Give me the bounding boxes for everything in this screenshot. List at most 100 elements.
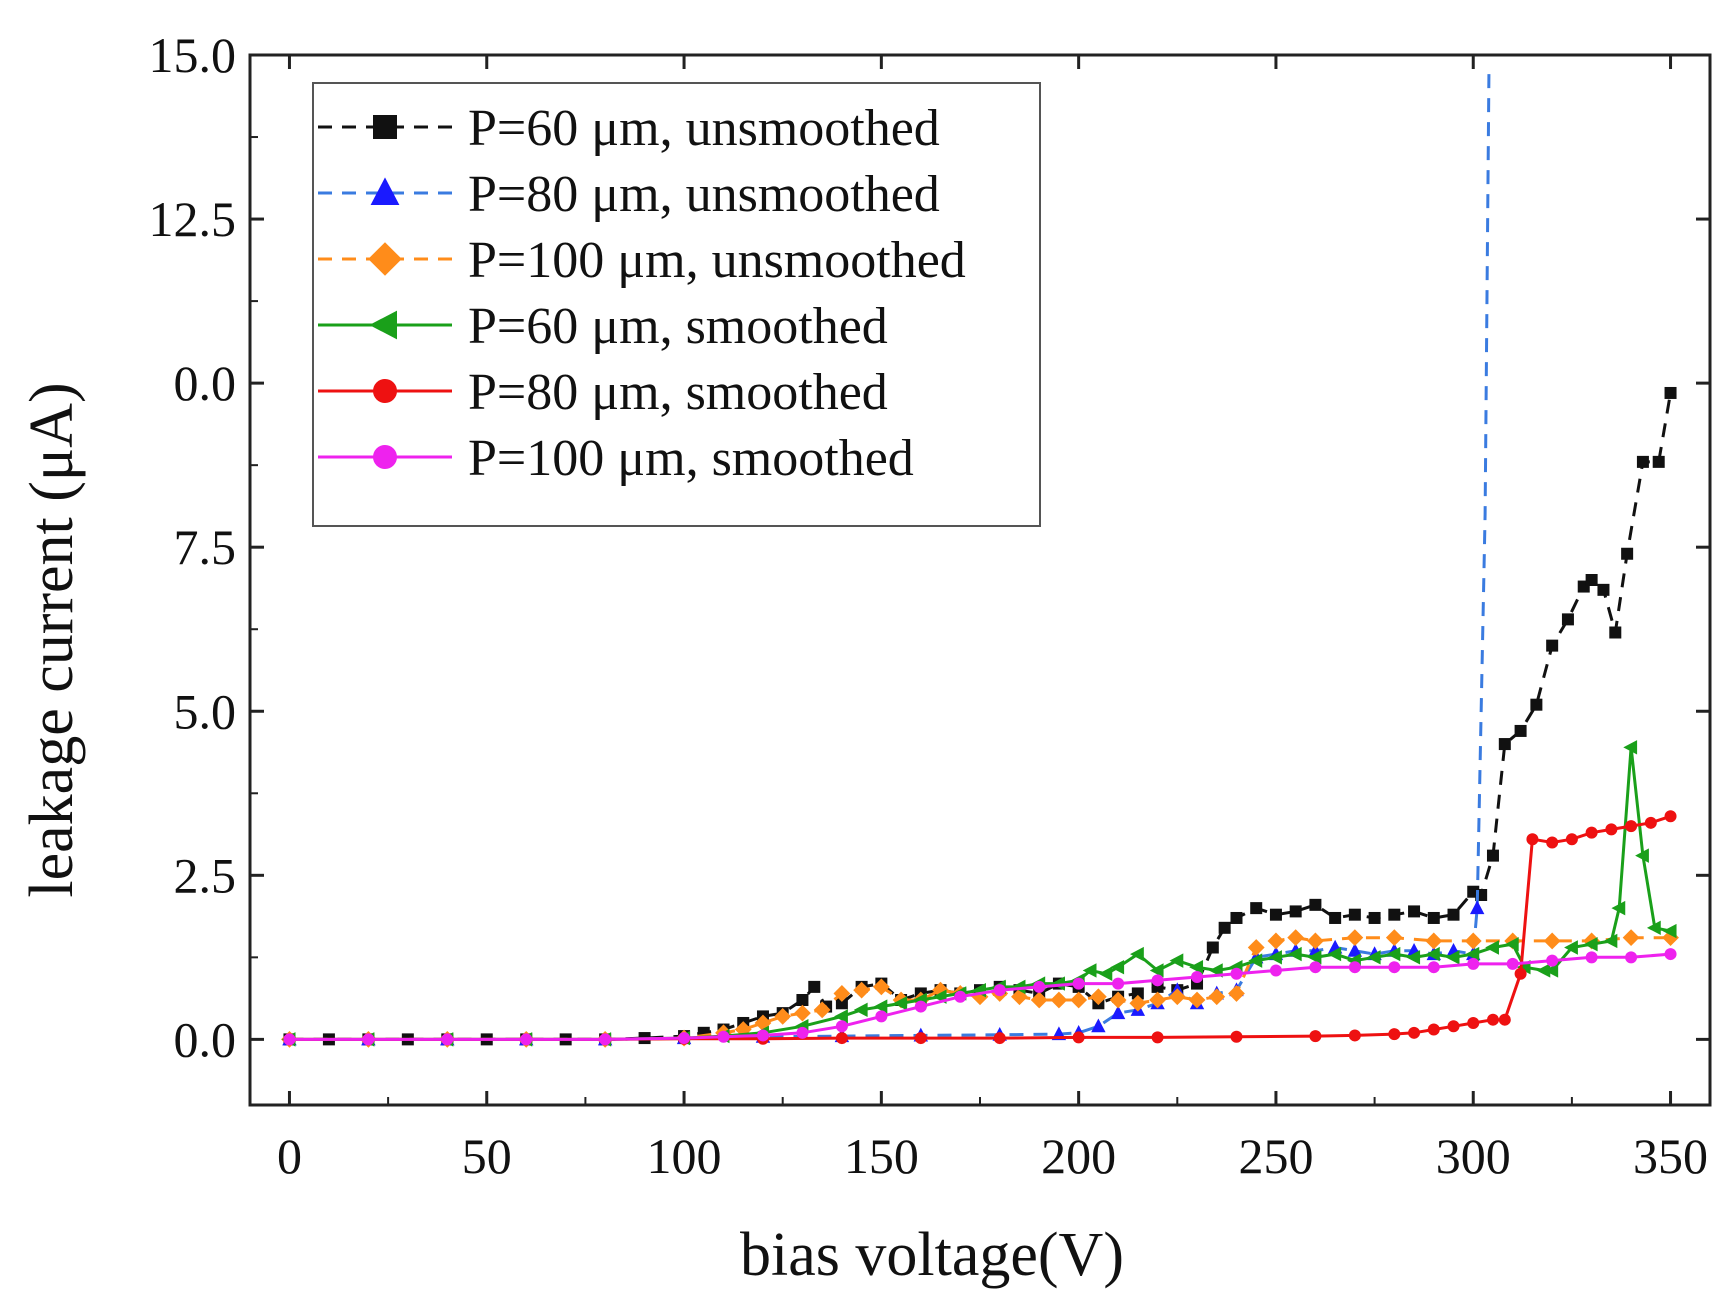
legend-label: P=100 μm, smoothed: [468, 430, 914, 487]
data-point: [1498, 1013, 1511, 1026]
legend-marker: [373, 445, 397, 469]
data-point: [1348, 1029, 1361, 1042]
data-point: [1309, 961, 1322, 974]
data-point: [1230, 1030, 1243, 1043]
data-point: [1597, 583, 1610, 596]
data-point: [1506, 957, 1519, 970]
data-point: [1230, 967, 1243, 980]
data-point: [1447, 908, 1460, 921]
data-point: [1427, 911, 1440, 924]
data-point: [833, 985, 851, 1002]
data-point: [1408, 1026, 1421, 1039]
data-point: [1544, 963, 1559, 978]
data-point: [441, 1033, 454, 1046]
data-point: [1033, 980, 1046, 993]
data-point: [1072, 1031, 1085, 1044]
data-point: [794, 1004, 811, 1022]
data-point: [1536, 963, 1551, 978]
data-point: [1130, 946, 1144, 962]
data-point: [1585, 574, 1598, 586]
data-point: [1467, 1016, 1480, 1029]
x-tick-label: 0: [277, 1128, 302, 1184]
data-point: [1388, 1028, 1401, 1041]
series-5: [283, 948, 1677, 1046]
data-point: [1329, 911, 1342, 924]
data-point: [1348, 961, 1361, 974]
data-point: [914, 1000, 927, 1013]
data-point: [1267, 932, 1285, 950]
data-point: [1388, 961, 1401, 974]
data-point: [993, 984, 1006, 997]
data-point: [1151, 1031, 1164, 1044]
data-point: [1514, 967, 1527, 980]
data-point: [1131, 987, 1144, 1000]
data-point: [1583, 937, 1598, 952]
data-point: [678, 1032, 691, 1045]
data-point: [1622, 929, 1640, 947]
data-point: [1603, 933, 1618, 949]
data-point: [954, 990, 967, 1003]
data-point: [853, 981, 871, 999]
legend-box: [312, 82, 1041, 527]
x-tick-label: 300: [1436, 1128, 1511, 1184]
data-point: [1514, 724, 1527, 737]
data-point: [1386, 946, 1401, 962]
data-point: [1486, 849, 1499, 862]
legend: P=60 μm, unsmoothed P=80 μm, unsmoothed P=…: [312, 82, 1041, 527]
y-tick-label: 2.5: [174, 847, 237, 903]
legend-label: P=60 μm, unsmoothed: [468, 100, 940, 157]
data-point: [1269, 964, 1282, 977]
data-point: [1467, 957, 1480, 970]
data-point: [1469, 900, 1485, 915]
data-point: [1089, 988, 1107, 1006]
data-point: [362, 1033, 375, 1046]
data-point: [1072, 977, 1085, 990]
data-point: [1585, 951, 1598, 964]
data-point: [1030, 991, 1048, 1009]
data-point: [1250, 902, 1263, 915]
data-point: [1051, 976, 1065, 991]
data-point: [1385, 929, 1403, 947]
y-tick-label: 12.5: [149, 191, 237, 247]
data-point: [1309, 898, 1322, 911]
data-point: [1565, 833, 1578, 846]
data-point: [1447, 1020, 1460, 1033]
data-point: [1149, 963, 1164, 978]
data-point: [1366, 950, 1381, 965]
legend-label: P=80 μm, unsmoothed: [468, 166, 940, 223]
data-point: [1050, 991, 1068, 1009]
data-point: [813, 1001, 831, 1019]
data-point: [1504, 937, 1519, 952]
data-point: [796, 994, 809, 1006]
data-point: [835, 1032, 848, 1045]
data-point: [1664, 386, 1677, 399]
y-tick-label: 7.5: [174, 519, 237, 575]
data-point: [1609, 626, 1622, 639]
data-point: [1098, 966, 1113, 981]
data-point: [853, 1002, 868, 1018]
data-point: [1635, 848, 1649, 863]
data-point: [520, 1033, 533, 1046]
legend-marker: [369, 310, 397, 340]
data-point: [834, 1009, 848, 1024]
data-point: [1406, 950, 1421, 965]
data-point: [1368, 911, 1381, 924]
data-point: [1605, 823, 1618, 836]
axes-layer: 0 50 100 150 200 250 300 350 0.0 2.5 5.0 7.5 0.0 12.5…: [149, 27, 1710, 1184]
data-point: [1427, 1023, 1440, 1036]
data-point: [1218, 921, 1231, 934]
y-tick-label: 0.0: [174, 1011, 237, 1067]
y-axis-title: leakage current (μA): [18, 382, 86, 897]
data-point: [1425, 932, 1443, 950]
data-point: [1485, 940, 1499, 955]
data-point: [1625, 820, 1638, 833]
data-point: [1070, 991, 1088, 1009]
data-point: [1546, 639, 1559, 652]
data-point: [1561, 613, 1574, 626]
legend-marker: [373, 379, 397, 403]
data-point: [1168, 988, 1186, 1006]
data-point: [808, 980, 821, 993]
data-point: [1287, 946, 1302, 962]
data-point: [1188, 991, 1206, 1009]
